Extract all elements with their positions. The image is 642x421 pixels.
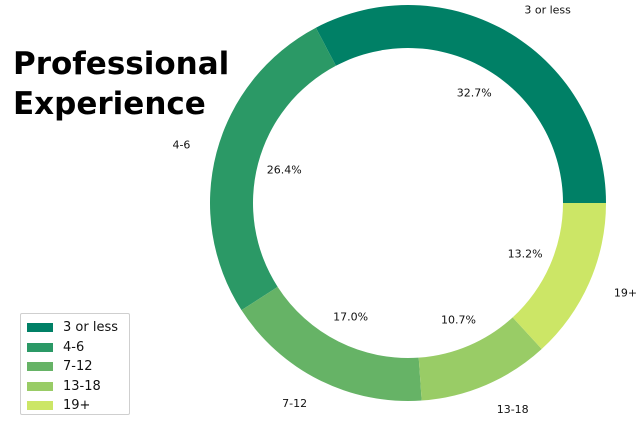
category-label-3-or-less: 3 or less [524,3,571,16]
pct-label-7-12: 17.0% [333,310,368,323]
pct-label-19-plus: 13.2% [508,248,543,261]
legend-item-3-or-less: 3 or less [27,318,129,338]
pct-label-4-6: 26.4% [267,163,302,176]
legend-item-7-12: 7-12 [27,357,129,377]
chart-title-line-1: Professional [13,46,230,82]
chart-title: Professional Experience [13,44,229,124]
slice-4-6 [209,27,336,311]
legend-item-19-plus: 19+ [27,396,129,416]
slice-3-or-less [315,4,606,204]
legend-item-4-6: 4-6 [27,338,129,358]
slice-19-plus [512,203,606,350]
category-label-4-6: 4-6 [172,139,190,152]
slice-7-12 [241,286,422,402]
legend-swatch-4-6 [27,342,53,352]
legend-swatch-7-12 [27,362,53,372]
legend-label-4-6: 4-6 [63,339,85,355]
category-label-7-12: 7-12 [282,397,307,410]
chart-title-line-2: Experience [13,86,206,122]
legend-label-3-or-less: 3 or less [63,320,118,336]
legend-label-13-18: 13-18 [63,378,101,394]
slice-13-18 [418,317,542,401]
legend-label-7-12: 7-12 [63,359,93,375]
category-label-19-plus: 19+ [614,287,637,300]
legend-swatch-3-or-less [27,323,53,333]
legend-item-13-18: 13-18 [27,377,129,397]
legend-label-19-plus: 19+ [63,398,91,414]
pct-label-3-or-less: 32.7% [457,86,492,99]
legend-swatch-19-plus [27,401,53,411]
category-label-13-18: 13-18 [497,403,529,416]
legend-swatch-13-18 [27,381,53,391]
pct-label-13-18: 10.7% [441,314,476,327]
legend: 3 or less 4-6 7-12 13-18 19+ [20,313,130,415]
